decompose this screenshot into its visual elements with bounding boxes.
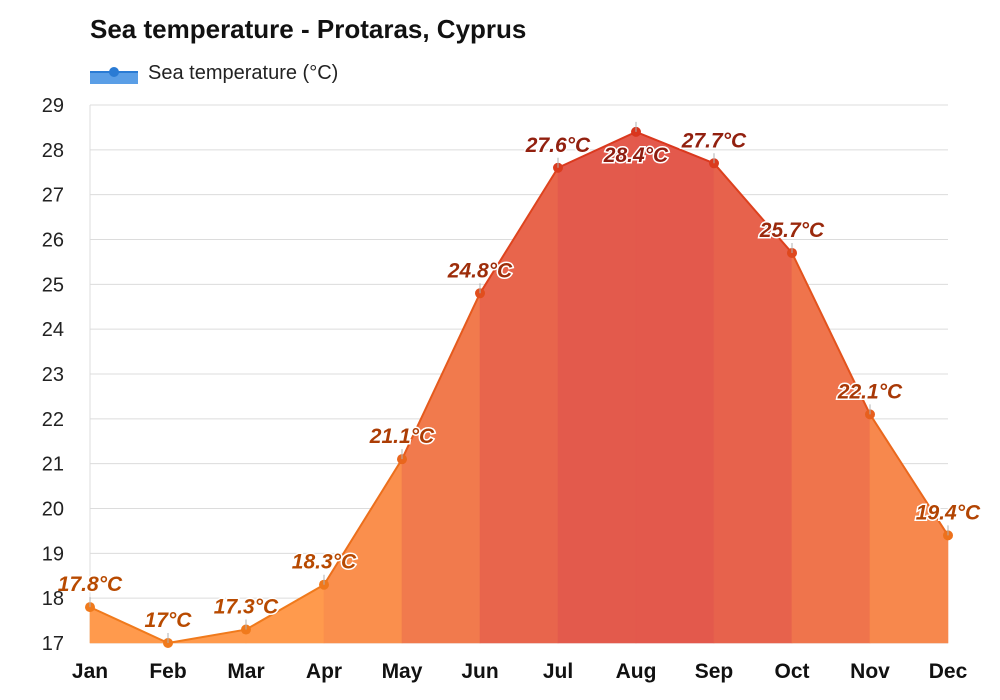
y-tick-label: 21 [42, 454, 64, 476]
data-label-feb: 17°C [145, 609, 193, 632]
y-tick-label: 29 [42, 95, 64, 117]
data-label-may: 21.1°C [369, 425, 435, 448]
x-tick-label-nov: Nov [850, 660, 890, 683]
x-tick-label-jul: Jul [543, 660, 573, 683]
y-tick-label: 28 [42, 140, 64, 162]
series-line-segment [89, 606, 169, 644]
y-tick-label: 24 [42, 319, 64, 341]
x-axis: Jan Feb Mar Apr May Jun Jul Aug Sep Oct Nov Dec [72, 660, 968, 683]
area-band-jul [557, 131, 637, 644]
series-line-segment [323, 458, 403, 586]
area-band-oct [791, 252, 871, 644]
series-line-segment [713, 162, 793, 254]
series-line-segment [635, 130, 715, 165]
x-tick-label-sep: Sep [695, 660, 734, 683]
y-tick-label: 27 [42, 185, 64, 207]
data-label-mar: 17.3°C [214, 596, 279, 619]
x-tick-label-jun: Jun [461, 660, 498, 683]
series-line [89, 130, 949, 644]
x-tick-label-feb: Feb [149, 660, 186, 683]
data-label-oct: 25.7°C [759, 219, 825, 242]
data-label-dec: 19.4°C [916, 501, 981, 524]
area-band-nov [869, 413, 949, 644]
y-tick-label: 18 [42, 588, 64, 610]
series-line-segment [557, 130, 637, 169]
x-tick-label-aug: Aug [616, 660, 657, 683]
x-tick-label-jan: Jan [72, 660, 108, 683]
y-tick-label: 17 [42, 633, 64, 655]
data-label-jul: 27.6°C [525, 134, 591, 157]
y-tick-label: 25 [42, 274, 64, 296]
data-label-sep: 27.7°C [681, 129, 747, 152]
legend-label: Sea temperature (°C) [148, 62, 339, 84]
series-line-segment [167, 628, 247, 644]
series-line-segment [245, 583, 325, 631]
x-tick-label-mar: Mar [227, 660, 264, 683]
data-label-aug: 28.4°C [603, 144, 669, 167]
y-axis: 17 18 19 20 21 22 23 24 25 26 27 28 29 [42, 95, 64, 655]
legend[interactable]: Sea temperature (°C) [90, 62, 338, 85]
x-tick-label-dec: Dec [929, 660, 968, 683]
area-band-aug [635, 131, 715, 644]
data-point-oct[interactable] [787, 247, 797, 258]
area-bands [89, 131, 949, 644]
series-line-segment [869, 413, 949, 537]
data-labels: 17.8°C 17°C 17.3°C 18.3°C 21.1°C 24.8°C 27.6°C… [56, 121, 983, 643]
series-line-segment [791, 251, 871, 416]
data-label-apr: 18.3°C [292, 551, 357, 574]
x-tick-label-apr: Apr [306, 660, 342, 683]
chart-title: Sea temperature - Protaras, Cyprus [90, 14, 527, 44]
series-line-segment [479, 166, 559, 295]
data-label-nov: 22.1°C [837, 380, 903, 403]
legend-series-icon [90, 66, 138, 84]
y-tick-label: 23 [42, 364, 64, 386]
x-tick-label-may: May [382, 660, 423, 683]
y-tick-label: 19 [42, 543, 64, 565]
y-tick-label: 26 [42, 230, 64, 252]
y-tick-label: 22 [42, 409, 64, 431]
y-tick-label: 20 [42, 499, 64, 521]
x-tick-label-oct: Oct [774, 660, 809, 683]
area-band-may [401, 293, 481, 644]
data-label-jun: 24.8°C [447, 259, 513, 282]
data-label-jan: 17.8°C [58, 573, 123, 596]
series-line-segment [401, 292, 481, 461]
